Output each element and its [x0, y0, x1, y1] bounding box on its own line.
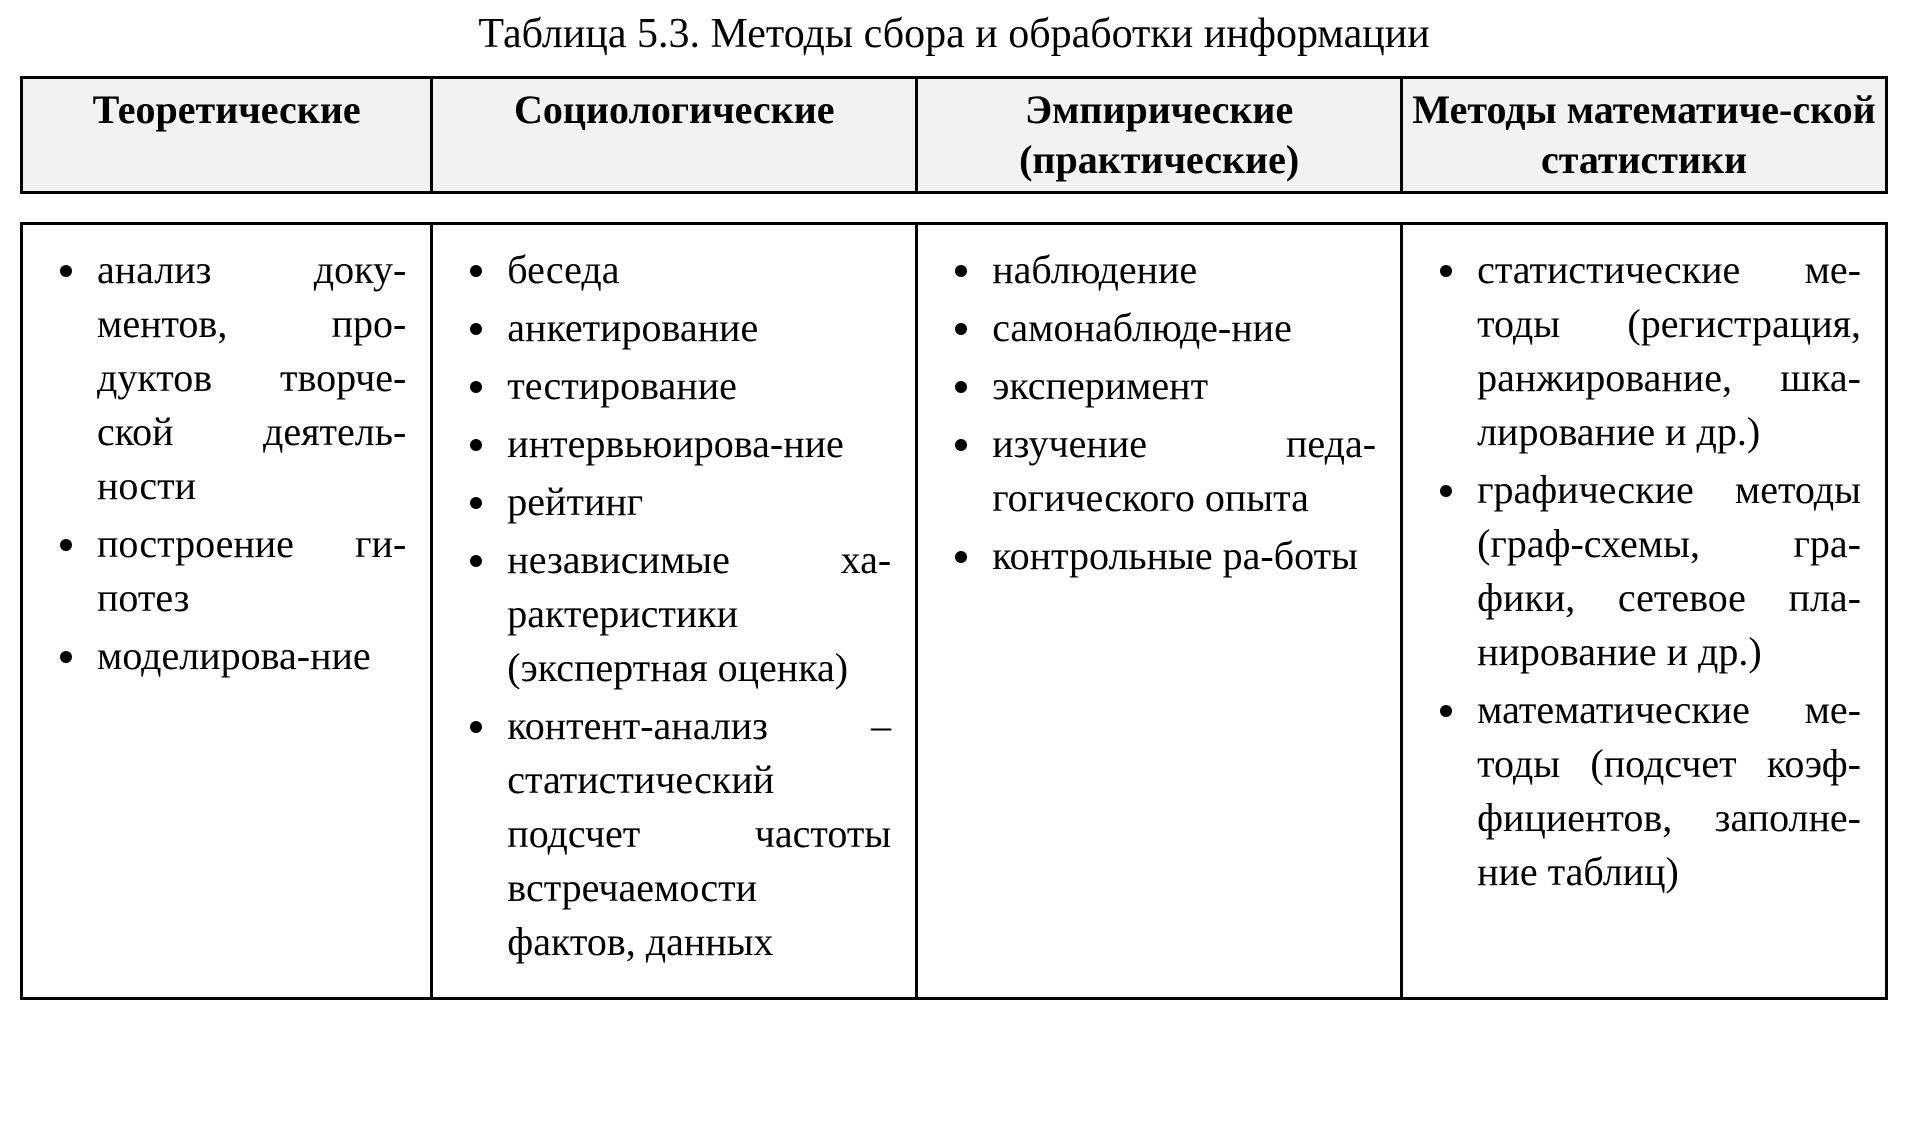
cell-empirical: наблюдение самонаблюде-ние эксперимент и…	[917, 224, 1402, 999]
list-item: рейтинг	[501, 475, 891, 529]
list-mathstat: статистические ме-тоды (регистрация, ран…	[1427, 243, 1861, 899]
list-item: изучение педа-гогического опыта	[986, 417, 1376, 525]
list-item: контрольные ра-боты	[986, 529, 1376, 583]
col-header-empirical: Эмпирические (практические)	[917, 78, 1402, 193]
list-item: самонаблюде-ние	[986, 301, 1376, 355]
cell-mathstat: статистические ме-тоды (регистрация, ран…	[1402, 224, 1887, 999]
list-item: беседа	[501, 243, 891, 297]
list-item: анализ доку-ментов, про-дуктов творче-ск…	[91, 243, 406, 513]
list-item: статистические ме-тоды (регистрация, ран…	[1471, 243, 1861, 459]
list-sociological: беседа анкетирование тестирование интерв…	[457, 243, 891, 969]
list-item: эксперимент	[986, 359, 1376, 413]
cell-theoretical: анализ доку-ментов, про-дуктов творче-ск…	[22, 224, 432, 999]
list-item: контент-анализ – статистический подсчет …	[501, 699, 891, 969]
list-item: анкетирование	[501, 301, 891, 355]
list-item: графические методы (граф-схемы, гра-фики…	[1471, 463, 1861, 679]
list-item: построение ги-потез	[91, 517, 406, 625]
list-theoretical: анализ доку-ментов, про-дуктов творче-ск…	[47, 243, 406, 683]
list-item: интервьюирова-ние	[501, 417, 891, 471]
header-body-gap	[22, 193, 1887, 224]
list-item: независимые ха-рактеристики (экспертная …	[501, 533, 891, 695]
list-item: моделирова-ние	[91, 629, 406, 683]
list-empirical: наблюдение самонаблюде-ние эксперимент и…	[942, 243, 1376, 583]
table-title: Таблица 5.3. Методы сбора и обработки ин…	[20, 10, 1888, 58]
list-item: наблюдение	[986, 243, 1376, 297]
list-item: тестирование	[501, 359, 891, 413]
methods-table: Теоретические Социологические Эмпирическ…	[20, 76, 1888, 1000]
cell-sociological: беседа анкетирование тестирование интерв…	[432, 224, 917, 999]
col-header-sociological: Социологические	[432, 78, 917, 193]
col-header-theoretical: Теоретические	[22, 78, 432, 193]
table-body-row: анализ доку-ментов, про-дуктов творче-ск…	[22, 224, 1887, 999]
page: Таблица 5.3. Методы сбора и обработки ин…	[0, 0, 1908, 1020]
table-header: Теоретические Социологические Эмпирическ…	[22, 78, 1887, 193]
col-header-mathstat: Методы математиче-ской статистики	[1402, 78, 1887, 193]
list-item: математические ме-тоды (подсчет коэф-фиц…	[1471, 683, 1861, 899]
